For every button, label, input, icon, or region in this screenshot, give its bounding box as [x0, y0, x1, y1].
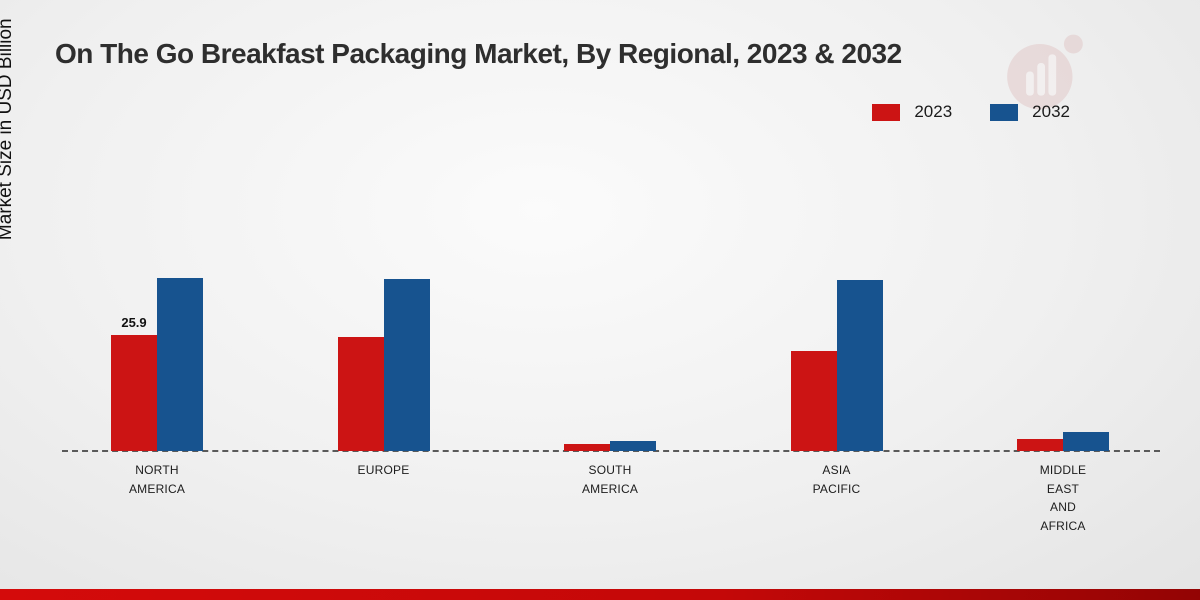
- bar-2032-asia-pacific: [836, 280, 883, 451]
- category-label-north-america: NORTH AMERICA: [128, 463, 186, 496]
- bar-2023-europe: [337, 337, 384, 451]
- bar-2023-south-america: [564, 444, 610, 451]
- category-label-asia-pacific: ASIA PACIFIC: [812, 463, 861, 496]
- category-label-europe: EUROPE: [357, 463, 410, 477]
- bar-group-asia-pacific: ASIA PACIFIC: [790, 250, 883, 496]
- bar-group-europe: EUROPE: [337, 250, 430, 477]
- y-axis-label: Market Size in USD Billion: [0, 18, 16, 241]
- legend-swatch-2032: [990, 103, 1019, 121]
- bar-2032-middle-east-and-africa: [1063, 432, 1109, 451]
- bar-2023-asia-pacific: [790, 351, 837, 451]
- bar-2032-south-america: [610, 440, 656, 451]
- bar-2023-middle-east-and-africa: [1017, 438, 1063, 451]
- legend-swatch-2023: [872, 103, 901, 121]
- category-label-south-america: SOUTH AMERICA: [581, 463, 639, 496]
- category-label-middle-east-and-africa: MIDDLE EAST AND AFRICA: [1039, 463, 1087, 533]
- legend-label-2032: 2032: [1032, 102, 1070, 121]
- bar-2032-europe: [383, 279, 430, 451]
- watermark-logo: [1007, 34, 1083, 110]
- bar-value-label: 25.9: [121, 315, 147, 331]
- bar-2023-north-america: [111, 335, 157, 451]
- bar-group-south-america: SOUTH AMERICA: [564, 250, 656, 496]
- bar-groups: 25.9 NORTH AMERICA EUROPE SOUTH AMERICA ASIA…: [40, 250, 1160, 533]
- bar-group-middle-east-and-africa: MIDDLE EAST AND AFRICA: [1017, 250, 1109, 533]
- bar-2032-north-america: [157, 277, 203, 451]
- bar-group-north-america: 25.9 NORTH AMERICA: [111, 250, 203, 496]
- plot-area: 25.9 NORTH AMERICA EUROPE SOUTH AMERICA ASIA…: [40, 250, 1160, 533]
- chart-title: On The Go Breakfast Packaging Market, By…: [55, 38, 902, 69]
- legend-label-2023: 2023: [914, 102, 953, 121]
- legend-item-2023: 2023: [872, 102, 952, 122]
- zero-baseline: [62, 450, 1160, 452]
- footer-stripe: [0, 589, 1200, 600]
- legend: 2023 2032: [872, 102, 1070, 122]
- legend-item-2032: 2032: [990, 102, 1070, 122]
